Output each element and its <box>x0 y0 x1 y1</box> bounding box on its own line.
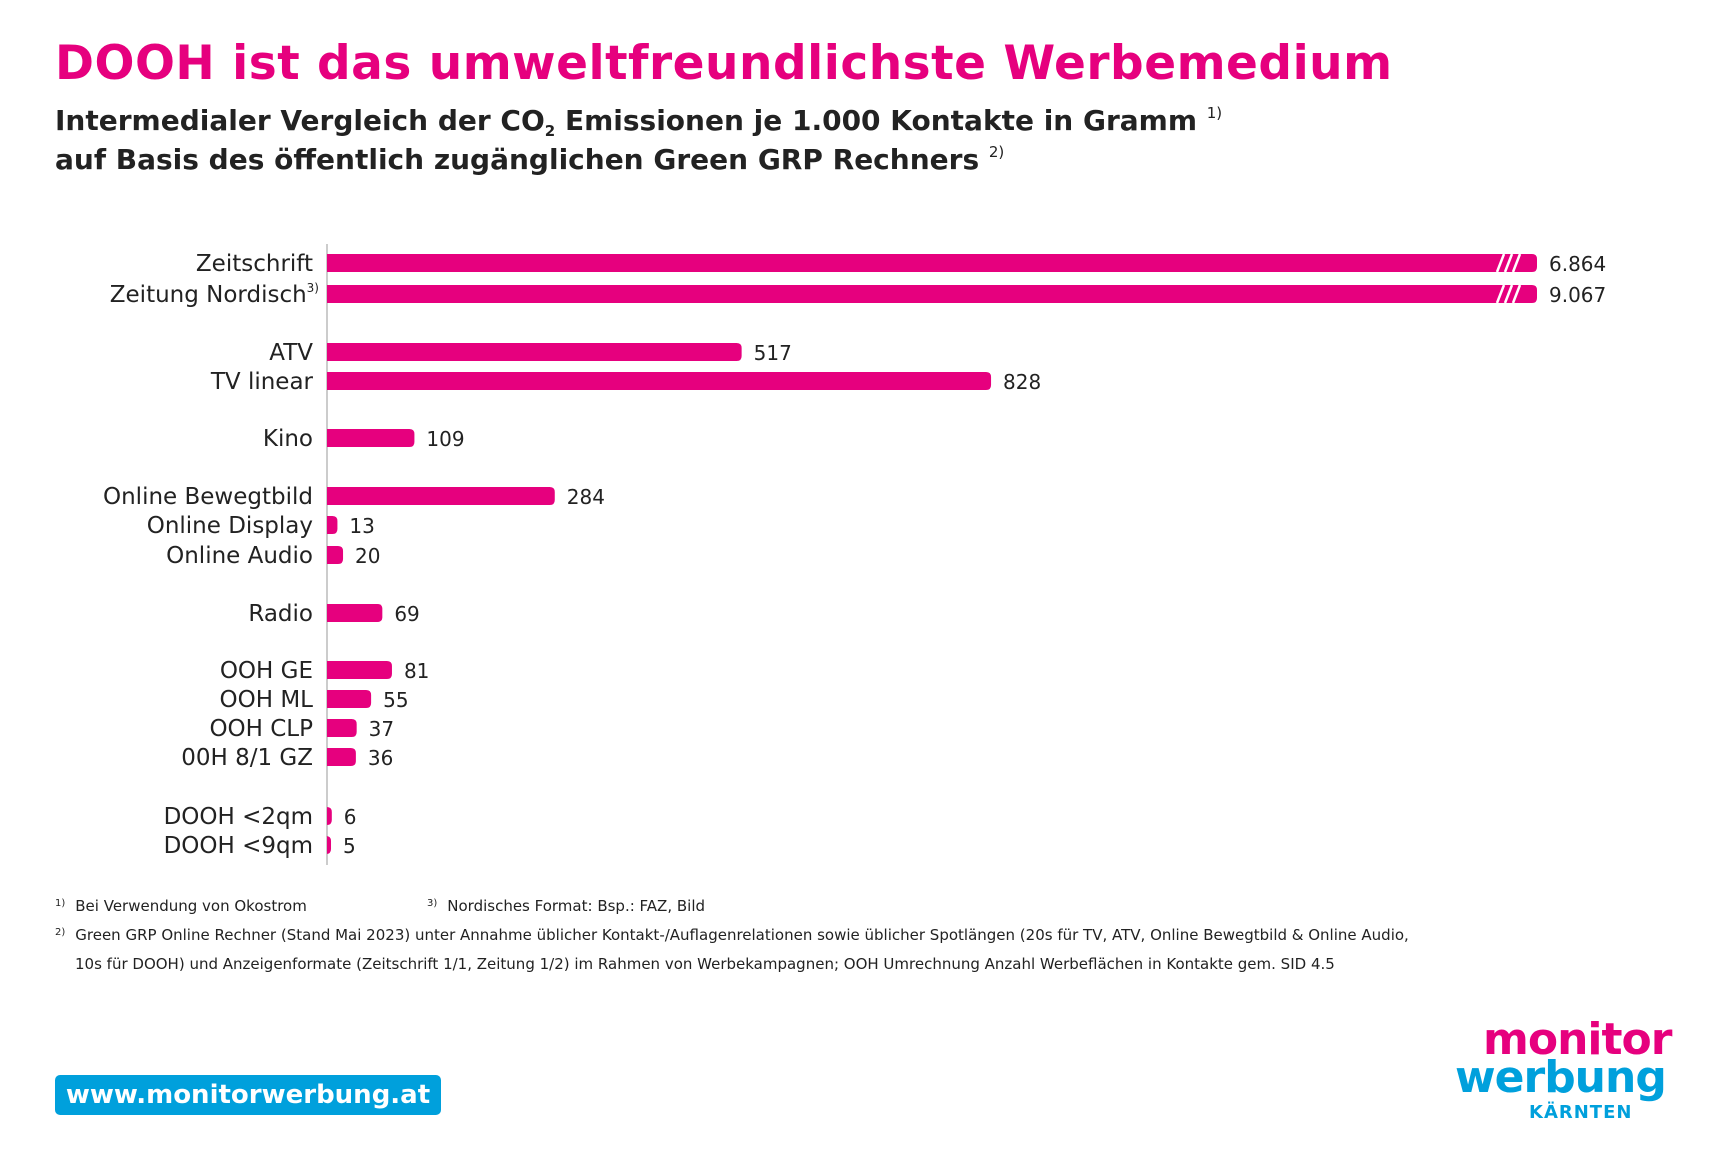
category-label: TV linear <box>210 369 314 395</box>
footnote-text: Bei Verwendung von Okostrom <box>75 897 307 915</box>
category-label: Online Bewegtbild <box>103 484 313 510</box>
category-label: DOOH <9qm <box>164 833 313 859</box>
subscript-2: 2 <box>544 122 556 140</box>
value-label: 20 <box>355 544 380 568</box>
page-title: DOOH ist das umweltfreundlichste Werbeme… <box>55 36 1393 91</box>
logo-line-2: werbung <box>1455 1052 1667 1103</box>
value-label: 284 <box>567 485 605 509</box>
category-label: Zeitschrift <box>196 251 313 277</box>
bar-TV linear <box>327 372 992 390</box>
bar-Zeitschrift <box>327 254 1537 272</box>
bar-Online Audio <box>327 546 344 564</box>
value-label: 36 <box>368 746 393 770</box>
logo-line-1: monitor <box>1483 1014 1672 1065</box>
value-label: 6 <box>344 805 357 829</box>
category-label: OOH GE <box>220 658 313 684</box>
value-label: 5 <box>343 834 356 858</box>
category-label: OOH ML <box>220 687 314 713</box>
subtitle-text: auf Basis des öffentlich zugänglichen Gr… <box>55 143 989 176</box>
value-label: 109 <box>426 427 464 451</box>
bar-Online Display <box>327 516 338 534</box>
category-label: Online Display <box>147 513 313 539</box>
footnote-ref: 2) <box>988 143 1005 161</box>
value-label: 37 <box>369 717 394 741</box>
axis-break-mark <box>1511 253 1522 273</box>
footnote-3: 3) Nordisches Format: Bsp.: FAZ, Bild <box>427 896 705 916</box>
category-label: Radio <box>248 601 313 627</box>
bar-Radio <box>327 604 383 622</box>
value-label: 6.864 <box>1549 252 1606 276</box>
bar-DOOH <2qm <box>326 807 332 825</box>
bar-Kino <box>327 429 415 447</box>
value-label: 69 <box>394 602 419 626</box>
category-label: DOOH <2qm <box>164 804 313 830</box>
bar-OOH CLP <box>327 719 357 737</box>
bar-Zeitung Nordisch <box>327 285 1537 303</box>
logo-line-3: KÄRNTEN <box>1529 1102 1633 1123</box>
footnote-2-cont: 10s für DOOH) und Anzeigenformate (Zeits… <box>75 955 1335 973</box>
category-label: 00H 8/1 GZ <box>181 745 313 771</box>
axis-break-mark <box>1495 284 1506 304</box>
axis-break-mark <box>1503 284 1514 304</box>
footnote-mark: 3) <box>427 898 438 909</box>
subtitle-line-1: Intermedialer Vergleich der CO2 Emission… <box>55 104 1223 140</box>
axis-break-mark <box>1511 284 1522 304</box>
website-link[interactable]: www.monitorwerbung.at <box>55 1075 441 1115</box>
axis-break-mark <box>1503 253 1514 273</box>
value-label: 9.067 <box>1549 283 1606 307</box>
footnote-text: Nordisches Format: Bsp.: FAZ, Bild <box>447 897 706 915</box>
bar-ATV <box>327 343 742 361</box>
category-label: OOH CLP <box>209 716 313 742</box>
bar-00H 8/1 GZ <box>327 748 356 766</box>
subtitle-text: Emissionen je 1.000 Kontakte in Gramm <box>555 104 1207 137</box>
subtitle-text: Intermedialer Vergleich der CO <box>55 104 545 137</box>
category-label: ATV <box>269 340 313 366</box>
subtitle-line-2: auf Basis des öffentlich zugänglichen Gr… <box>55 143 1004 177</box>
logo: monitor werbung KÄRNTEN <box>1455 1014 1675 1126</box>
footnote-ref: 1) <box>1206 104 1223 122</box>
bar-OOH GE <box>327 661 392 679</box>
axis-break-mark <box>1495 253 1506 273</box>
bar-DOOH <9qm <box>326 836 332 854</box>
bar-OOH ML <box>327 690 372 708</box>
footnote-text: Green GRP Online Rechner (Stand Mai 2023… <box>75 926 1409 944</box>
footnote-1: 1) Bei Verwendung von Okostrom <box>55 896 307 916</box>
category-label: Zeitung Nordisch3) <box>110 281 319 308</box>
category-label: Online Audio <box>166 543 313 569</box>
category-label: Kino <box>263 426 313 452</box>
bar-Online Bewegtbild <box>327 487 555 505</box>
value-label: 517 <box>754 341 792 365</box>
footnote-2: 2) Green GRP Online Rechner (Stand Mai 20… <box>55 925 1409 945</box>
footnote-mark: 1) <box>55 898 66 909</box>
bar-chart: Zeitschrift 6.864 Zeitung Nordisch3) 9.067 A… <box>103 244 1606 865</box>
footnote-mark: 2) <box>55 927 66 938</box>
value-label: 828 <box>1003 370 1041 394</box>
value-label: 55 <box>383 688 408 712</box>
value-label: 81 <box>404 659 429 683</box>
value-label: 13 <box>349 514 374 538</box>
